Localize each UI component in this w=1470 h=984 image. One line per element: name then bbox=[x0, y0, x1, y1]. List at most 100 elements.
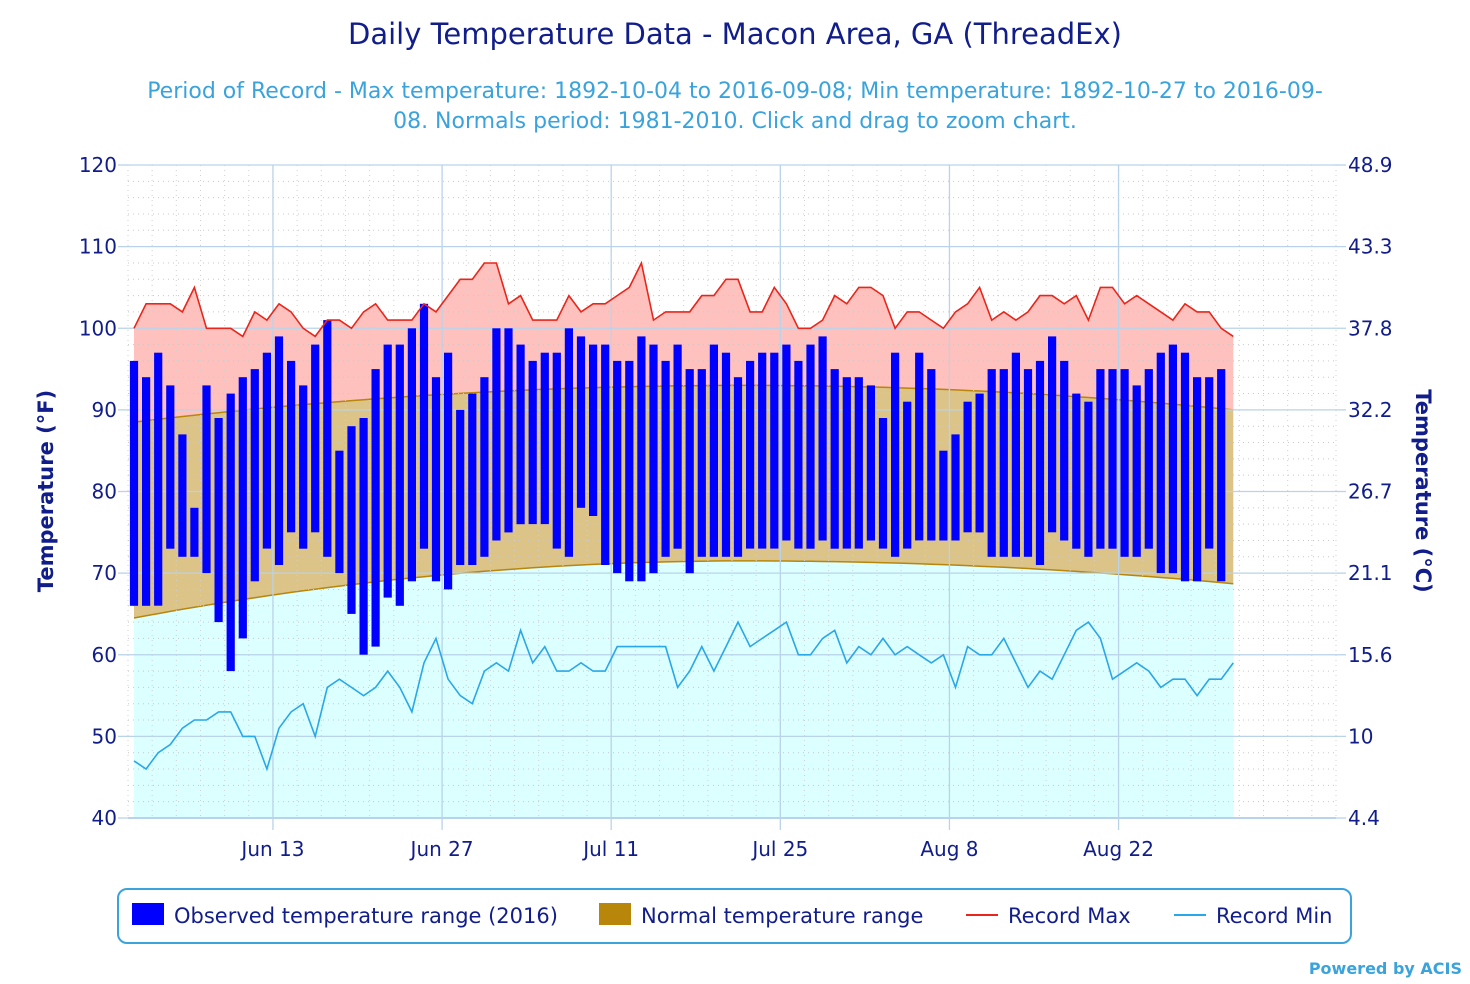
observed-bar[interactable] bbox=[1060, 360, 1069, 541]
observed-bar[interactable] bbox=[552, 352, 561, 549]
observed-bar[interactable] bbox=[142, 377, 151, 606]
observed-bar[interactable] bbox=[407, 328, 416, 582]
observed-bar[interactable] bbox=[516, 344, 525, 525]
observed-bar[interactable] bbox=[383, 344, 392, 598]
observed-bar[interactable] bbox=[987, 369, 996, 557]
observed-bar[interactable] bbox=[1168, 344, 1177, 574]
observed-bar[interactable] bbox=[854, 377, 863, 549]
observed-bar[interactable] bbox=[504, 328, 513, 533]
legend-label-record-max[interactable]: Record Max bbox=[1008, 904, 1131, 928]
observed-bar[interactable] bbox=[661, 360, 670, 557]
observed-bar[interactable] bbox=[601, 344, 610, 565]
observed-bar[interactable] bbox=[335, 450, 344, 574]
legend[interactable]: Observed temperature range (2016) Normal… bbox=[117, 888, 1352, 944]
observed-bar[interactable] bbox=[1035, 360, 1045, 565]
observed-bar[interactable] bbox=[1156, 352, 1165, 574]
observed-bar[interactable] bbox=[540, 352, 549, 525]
observed-bar[interactable] bbox=[746, 360, 755, 549]
observed-bar[interactable] bbox=[154, 352, 163, 606]
observed-bar[interactable] bbox=[178, 434, 187, 557]
observed-bar[interactable] bbox=[214, 418, 223, 623]
observed-bar[interactable] bbox=[709, 344, 718, 557]
observed-bar[interactable] bbox=[347, 426, 356, 614]
observed-bar[interactable] bbox=[238, 377, 247, 639]
observed-bar[interactable] bbox=[129, 360, 139, 606]
observed-bars[interactable] bbox=[129, 303, 1226, 672]
observed-bar[interactable] bbox=[1180, 352, 1190, 582]
observed-bar[interactable] bbox=[564, 328, 573, 557]
observed-bar[interactable] bbox=[842, 377, 851, 549]
observed-bar[interactable] bbox=[456, 409, 465, 565]
observed-bar[interactable] bbox=[1132, 385, 1141, 557]
observed-bar[interactable] bbox=[878, 418, 888, 549]
observed-bar[interactable] bbox=[782, 344, 791, 541]
observed-bar[interactable] bbox=[371, 369, 380, 647]
observed-bar[interactable] bbox=[733, 377, 743, 557]
observed-bar[interactable] bbox=[1193, 377, 1202, 582]
observed-bar[interactable] bbox=[951, 434, 960, 541]
observed-bar[interactable] bbox=[818, 336, 827, 541]
observed-bar[interactable] bbox=[468, 393, 477, 565]
observed-bar[interactable] bbox=[806, 344, 815, 549]
observed-bar[interactable] bbox=[492, 328, 501, 541]
observed-bar[interactable] bbox=[927, 369, 936, 541]
observed-bar[interactable] bbox=[419, 303, 429, 549]
observed-bar[interactable] bbox=[250, 369, 259, 582]
observed-bar[interactable] bbox=[830, 369, 839, 549]
observed-bar[interactable] bbox=[1072, 393, 1081, 549]
observed-bar[interactable] bbox=[649, 344, 658, 574]
observed-bar[interactable] bbox=[202, 385, 211, 574]
observed-bar[interactable] bbox=[1096, 369, 1105, 549]
observed-bar[interactable] bbox=[480, 377, 489, 557]
observed-bar[interactable] bbox=[1011, 352, 1020, 557]
observed-bar[interactable] bbox=[528, 360, 537, 525]
observed-bar[interactable] bbox=[794, 360, 803, 549]
observed-bar[interactable] bbox=[963, 401, 972, 533]
observed-bar[interactable] bbox=[190, 507, 199, 557]
observed-bar[interactable] bbox=[673, 344, 682, 549]
observed-bar[interactable] bbox=[770, 352, 779, 549]
observed-bar[interactable] bbox=[625, 360, 634, 582]
y-tick-label-right: 37.8 bbox=[1348, 316, 1393, 340]
observed-bar[interactable] bbox=[903, 401, 912, 549]
observed-bar[interactable] bbox=[685, 369, 694, 574]
observed-bar[interactable] bbox=[1084, 401, 1093, 557]
observed-bar[interactable] bbox=[1144, 369, 1153, 549]
credit-text[interactable]: Powered by ACIS bbox=[1309, 959, 1462, 978]
observed-bar[interactable] bbox=[637, 336, 646, 582]
observed-bar[interactable] bbox=[444, 352, 453, 590]
observed-bar[interactable] bbox=[226, 393, 235, 672]
observed-bar[interactable] bbox=[359, 418, 368, 655]
observed-bar[interactable] bbox=[697, 369, 706, 557]
observed-bar[interactable] bbox=[323, 320, 332, 557]
observed-bar[interactable] bbox=[299, 385, 308, 549]
observed-bar[interactable] bbox=[999, 369, 1008, 557]
observed-bar[interactable] bbox=[1108, 369, 1117, 549]
observed-bar[interactable] bbox=[975, 393, 984, 533]
observed-bar[interactable] bbox=[589, 344, 598, 516]
observed-bar[interactable] bbox=[311, 344, 320, 533]
legend-label-observed[interactable]: Observed temperature range (2016) bbox=[174, 904, 558, 928]
observed-bar[interactable] bbox=[395, 344, 404, 606]
legend-label-record-min[interactable]: Record Min bbox=[1216, 904, 1333, 928]
observed-bar[interactable] bbox=[613, 360, 622, 574]
observed-bar[interactable] bbox=[939, 450, 948, 541]
observed-bar[interactable] bbox=[274, 336, 284, 565]
observed-bar[interactable] bbox=[576, 336, 586, 508]
observed-bar[interactable] bbox=[166, 385, 175, 549]
observed-bar[interactable] bbox=[1217, 369, 1226, 582]
observed-bar[interactable] bbox=[891, 352, 900, 557]
observed-bar[interactable] bbox=[431, 377, 441, 582]
observed-bar[interactable] bbox=[758, 352, 767, 549]
observed-bar[interactable] bbox=[915, 352, 924, 541]
observed-bar[interactable] bbox=[1023, 369, 1033, 557]
observed-bar[interactable] bbox=[1205, 377, 1214, 549]
observed-bar[interactable] bbox=[866, 385, 875, 541]
observed-bar[interactable] bbox=[1048, 336, 1057, 533]
legend-label-normal[interactable]: Normal temperature range bbox=[641, 904, 923, 928]
observed-bar[interactable] bbox=[262, 352, 271, 549]
observed-bar[interactable] bbox=[1120, 369, 1129, 557]
observed-bar[interactable] bbox=[721, 352, 731, 557]
observed-bar[interactable] bbox=[287, 360, 296, 533]
